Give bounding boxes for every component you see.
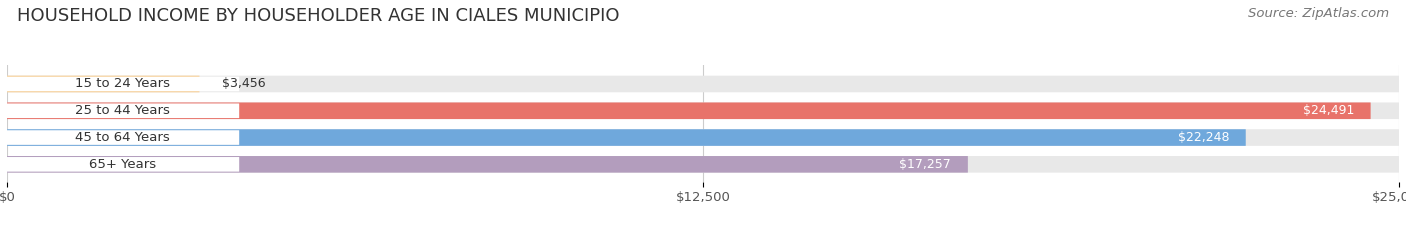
FancyBboxPatch shape	[6, 77, 239, 91]
Text: $22,248: $22,248	[1178, 131, 1229, 144]
Text: HOUSEHOLD INCOME BY HOUSEHOLDER AGE IN CIALES MUNICIPIO: HOUSEHOLD INCOME BY HOUSEHOLDER AGE IN C…	[17, 7, 620, 25]
FancyBboxPatch shape	[7, 156, 1399, 173]
Text: $24,491: $24,491	[1302, 104, 1354, 117]
FancyBboxPatch shape	[7, 103, 1371, 119]
Text: $17,257: $17,257	[900, 158, 950, 171]
Text: 15 to 24 Years: 15 to 24 Years	[75, 78, 170, 90]
Text: 45 to 64 Years: 45 to 64 Years	[75, 131, 170, 144]
FancyBboxPatch shape	[6, 157, 239, 172]
FancyBboxPatch shape	[7, 156, 967, 173]
FancyBboxPatch shape	[7, 76, 200, 92]
FancyBboxPatch shape	[7, 129, 1399, 146]
Text: Source: ZipAtlas.com: Source: ZipAtlas.com	[1249, 7, 1389, 20]
Text: 65+ Years: 65+ Years	[89, 158, 156, 171]
Text: $3,456: $3,456	[222, 78, 266, 90]
Text: 25 to 44 Years: 25 to 44 Years	[75, 104, 170, 117]
FancyBboxPatch shape	[7, 76, 1399, 92]
FancyBboxPatch shape	[7, 103, 1399, 119]
FancyBboxPatch shape	[6, 130, 239, 145]
FancyBboxPatch shape	[6, 103, 239, 118]
FancyBboxPatch shape	[7, 129, 1246, 146]
